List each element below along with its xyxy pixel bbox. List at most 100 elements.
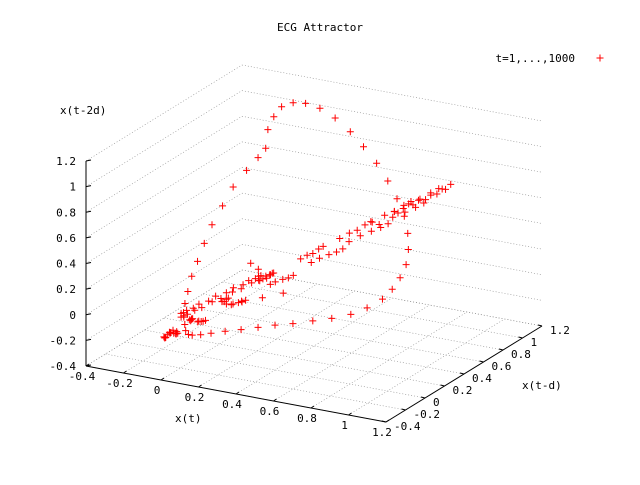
x-axis-tick [160, 377, 165, 381]
data-point [316, 254, 324, 262]
data-point [187, 315, 195, 323]
data-point [336, 234, 344, 242]
data-point [237, 326, 245, 334]
data-point [208, 221, 216, 229]
data-point [181, 300, 189, 307]
data-point [254, 154, 262, 162]
data-point [373, 159, 381, 167]
data-point [194, 257, 202, 265]
base-grid-line-y [105, 353, 406, 411]
x-axis-tick [235, 391, 240, 395]
y-tick-label: 0.2 [453, 384, 473, 397]
data-point [270, 113, 278, 121]
base-grid-line-x [348, 318, 505, 416]
data-point [316, 104, 324, 112]
y-axis-tick [440, 384, 445, 387]
data-point [239, 281, 247, 289]
y-axis-tick [420, 396, 426, 399]
back-wall-grid-line [241, 115, 543, 173]
data-point [229, 284, 237, 292]
data-point [414, 196, 422, 204]
data-point [271, 278, 279, 286]
data-point [346, 128, 354, 136]
back-wall-grid-line [241, 167, 543, 224]
base-grid-line-x [123, 276, 280, 374]
data-point [447, 180, 455, 188]
data-point [224, 294, 232, 302]
x-axis-tick [385, 419, 390, 423]
data-point [347, 310, 355, 318]
data-point [289, 99, 297, 107]
base-grid-line-x [273, 304, 430, 402]
y-axis-tick [498, 348, 504, 351]
z-tick-label: -0.2 [50, 334, 77, 347]
base-grid-line-y [222, 281, 523, 339]
side-wall-grid-line [85, 269, 243, 367]
data-point [198, 304, 206, 312]
y-axis-tick [401, 408, 406, 411]
data-point [184, 287, 192, 295]
data-point [394, 209, 402, 217]
y-tick-label: 0 [433, 396, 440, 409]
back-wall-grid-line [241, 192, 543, 250]
y-axis-tick [479, 360, 484, 363]
legend: t=1,...,1000 [496, 52, 604, 65]
data-point [390, 207, 398, 215]
x-tick-label: 1.2 [372, 426, 392, 439]
y-tick-label: 0.8 [511, 348, 531, 361]
side-wall-grid-line [85, 90, 243, 187]
base-grid-line-y [144, 329, 445, 387]
data-point [360, 143, 367, 151]
data-point [381, 211, 389, 219]
side-wall-grid-line [85, 244, 243, 341]
data-point [248, 279, 256, 287]
x-tick-label: 0.8 [297, 412, 317, 425]
data-point [254, 323, 262, 331]
data-point [345, 238, 353, 246]
base-grid-line-y [163, 317, 465, 375]
data-point [212, 292, 220, 300]
data-point [302, 99, 310, 107]
data-point [200, 239, 208, 247]
side-wall-grid-line [85, 64, 243, 162]
y-tick-label: -0.2 [414, 408, 441, 421]
back-wall-grid-line [241, 90, 543, 147]
back-wall-grid-line [241, 141, 543, 199]
data-point [217, 294, 225, 302]
data-point [160, 333, 168, 341]
data-point [331, 114, 339, 122]
data-point [227, 301, 235, 309]
data-point [399, 205, 407, 213]
data-point [328, 314, 336, 322]
data-point [289, 271, 297, 279]
data-point [184, 310, 192, 318]
data-point [309, 317, 317, 325]
data-point [404, 229, 412, 237]
data-point [367, 218, 375, 226]
legend-label: t=1,...,1000 [496, 52, 575, 65]
x-axis-tick [123, 370, 127, 374]
chart-title: ECG Attractor [277, 21, 363, 34]
z-axis-tick [85, 159, 92, 162]
tick-label-layer: -0.4-0.200.20.40.60.811.2 -0.4-0.200.20.4… [50, 155, 570, 439]
data-point [162, 333, 170, 341]
data-point [401, 208, 409, 216]
side-wall-grid-line [85, 167, 243, 264]
z-axis-label: x(t-2d) [60, 104, 106, 117]
data-point [396, 274, 404, 282]
x-tick-label: 0.2 [185, 391, 205, 404]
side-wall-grid-line [85, 115, 243, 213]
z-tick-label: 1 [69, 181, 76, 194]
data-point [353, 226, 361, 234]
z-axis-tick [85, 287, 92, 290]
data-point [388, 285, 396, 293]
data-point [333, 248, 341, 256]
side-wall-grid-line [85, 218, 243, 316]
data-point [402, 261, 410, 269]
data-point [442, 185, 450, 193]
data-point [384, 177, 392, 185]
back-wall-grid-line [241, 64, 543, 122]
y-tick-label: 1.2 [550, 324, 570, 337]
data-point [315, 245, 323, 253]
